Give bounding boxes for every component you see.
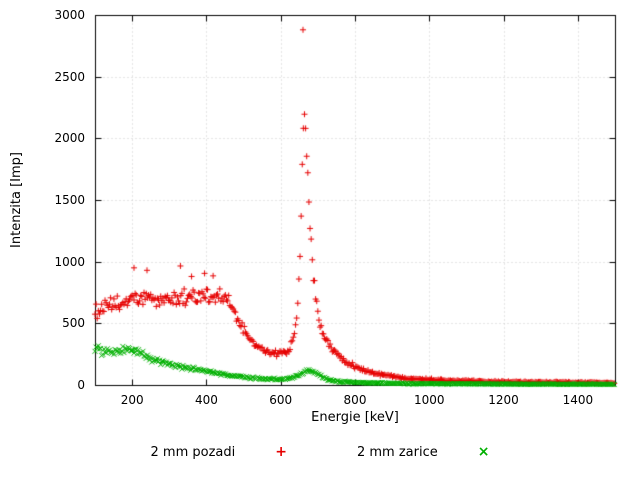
legend-entry-pozadi: 2 mm pozadi +	[151, 444, 287, 460]
plus-marker-icon: +	[275, 444, 287, 460]
legend-label-zarice: 2 mm zarice	[356, 445, 438, 460]
legend-entry-zarice: 2 mm zarice ×	[357, 444, 490, 460]
legend-label-pozadi: 2 mm pozadi	[150, 445, 236, 460]
x-axis-label: Energie [keV]	[311, 410, 399, 425]
legend: 2 mm pozadi + 2 mm zarice ×	[0, 444, 640, 460]
y-axis-label: Intenzita [Imp]	[9, 152, 24, 248]
cross-marker-icon: ×	[477, 444, 490, 460]
